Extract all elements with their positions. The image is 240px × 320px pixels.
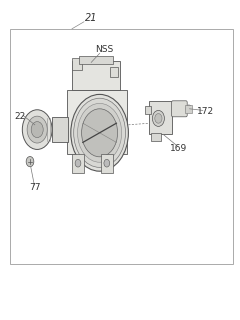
Circle shape [71,94,128,171]
Circle shape [155,114,162,123]
Bar [145,106,151,114]
Circle shape [26,156,34,167]
Bar [72,61,120,90]
Text: 169: 169 [170,144,187,153]
Bar [185,105,192,113]
Circle shape [82,109,118,157]
Bar [149,101,172,134]
Bar [52,117,68,142]
Circle shape [22,110,52,149]
Text: 22: 22 [15,112,26,121]
Bar [72,154,84,173]
Circle shape [75,159,81,167]
Text: 172: 172 [197,108,214,116]
Circle shape [74,98,126,167]
Bar [79,56,113,64]
Bar [151,133,161,141]
Text: 21: 21 [85,12,97,23]
Text: 77: 77 [29,183,41,192]
FancyBboxPatch shape [172,101,187,117]
Bar [67,90,127,154]
Circle shape [152,110,164,126]
Bar [101,154,113,173]
Circle shape [104,159,110,167]
Bar [72,58,82,70]
Text: NSS: NSS [95,45,114,54]
Bar [110,67,118,77]
Circle shape [31,122,43,138]
Circle shape [186,105,192,113]
Circle shape [78,103,122,162]
Circle shape [27,116,47,143]
Bar [10,29,233,264]
